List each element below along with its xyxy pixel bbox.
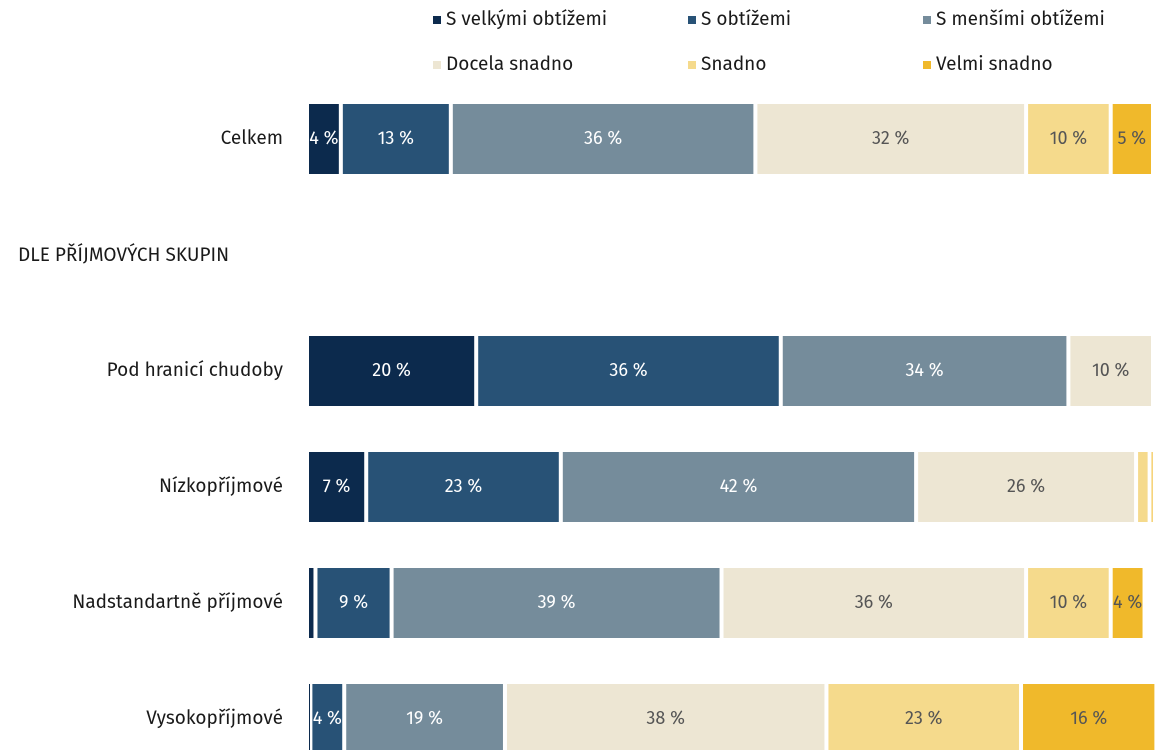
bar-segment [562,452,915,522]
data-label: 4 % [1113,591,1142,613]
data-label: 32 % [872,127,909,149]
legend-swatch [923,61,931,69]
category-label: Celkem [221,127,283,150]
category-label: Nadstandartně příjmové [72,591,283,614]
bar-segment [757,104,1025,174]
category-label: Vysokopříjmové [146,707,283,730]
bar-segment [309,104,339,174]
bar-segment [506,684,825,750]
legend-label: Velmi snadno [936,53,1053,76]
data-label: 34 % [906,359,944,381]
data-label: 10 % [1050,591,1088,613]
data-label: 20 % [372,359,411,381]
legend-label: S velkými obtížemi [446,8,607,31]
bar-segment [1112,104,1151,174]
bar-segment [317,568,390,638]
legend-swatch [923,16,931,24]
bar-segment [1138,452,1148,522]
data-label: 7 % [323,475,351,497]
legend-swatch [688,61,696,69]
data-label: 23 % [445,475,483,497]
bar-segment [1023,684,1155,750]
bar-segment [1028,568,1109,638]
bar-segment [309,452,365,522]
bar-segment [452,104,754,174]
bar-segment [918,452,1135,522]
data-label: 23 % [905,707,943,729]
category-label: Nízkopříjmové [159,475,283,498]
bar-segment [1028,104,1109,174]
data-label: 42 % [720,475,758,497]
data-label: 36 % [584,127,622,149]
legend-label: Docela snadno [446,53,573,76]
bar-segment [1151,452,1153,522]
data-label: 10 % [1050,127,1088,149]
legend-swatch [433,61,441,69]
bar-segment [309,336,475,406]
data-label: 4 % [309,127,338,149]
bar-segment [1112,568,1143,638]
data-label: 39 % [538,591,576,613]
bar-segment [309,568,314,638]
data-label: 5 % [1118,127,1147,149]
data-label: 13 % [378,127,415,149]
data-label: 26 % [1007,475,1045,497]
bar-segment [782,336,1067,406]
data-label: 38 % [646,707,685,729]
data-label: 16 % [1070,707,1107,729]
bar-segment [346,684,503,750]
bar-segment [393,568,720,638]
bar-segment [1070,336,1151,406]
section-label: DLE PŘÍJMOVÝCH SKUPIN [18,243,229,267]
data-label: 36 % [609,359,647,381]
bar-segment [828,684,1020,750]
data-label: 10 % [1092,359,1130,381]
legend-label: Snadno [701,53,766,76]
bar-segment [309,684,310,750]
data-label: 9 % [339,591,368,613]
bar-segment [478,336,779,406]
bar-segment [312,684,343,750]
bar-segment [723,568,1025,638]
bar-segment [368,452,559,522]
legend-swatch [433,16,441,24]
legend-label: S obtížemi [701,8,791,31]
data-label: 36 % [855,591,893,613]
bar-segment [342,104,449,174]
data-label: 19 % [406,707,443,729]
legend-label: S menšími obtížemi [936,8,1105,31]
data-label: 4 % [313,707,342,729]
category-label: Pod hranicí chudoby [107,359,284,382]
legend-swatch [688,16,696,24]
